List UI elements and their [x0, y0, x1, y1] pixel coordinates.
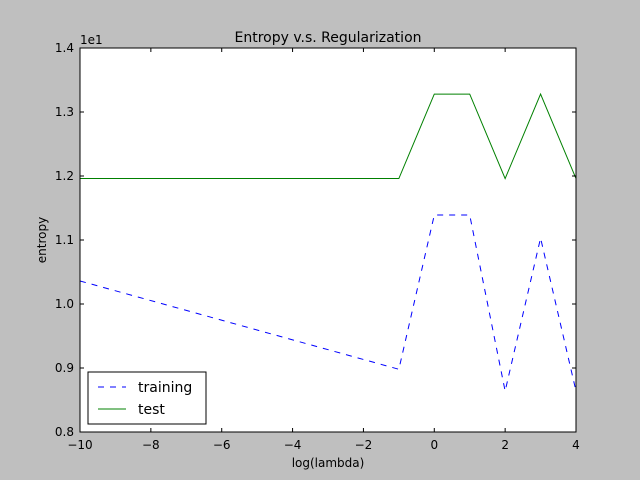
chart-title: Entropy v.s. Regularization	[234, 30, 421, 46]
legend-box	[87, 371, 207, 425]
x-tick-label: 4	[572, 438, 580, 452]
y-tick-label: 1.0	[55, 297, 74, 311]
series-test-line	[80, 92, 577, 180]
ticks-layer: −10 −8 −6 −4 −2 0 2 4 0.8 0.9 1.0 1.1 1.2 1.3 1.4	[55, 41, 580, 452]
x-tick-label: −4	[284, 438, 302, 452]
y-tick-label: 1.2	[55, 169, 74, 183]
x-tick-label: −6	[213, 438, 231, 452]
legend-training-label: training	[138, 380, 192, 396]
y-tick-label: 1.4	[55, 41, 74, 55]
legend: training test	[87, 371, 207, 425]
series-layer	[79, 92, 577, 392]
legend-test-label: test	[138, 402, 165, 418]
x-tick-label: −8	[142, 438, 160, 452]
x-tick-label: 2	[501, 438, 509, 452]
plot-area	[80, 48, 576, 432]
y-axis-label: entropy	[35, 217, 49, 263]
y-tick-label: 1.1	[55, 233, 74, 247]
y-offset-text: 1e1	[80, 33, 103, 47]
x-tick-label: 0	[430, 438, 438, 452]
y-tick-label: 0.9	[55, 361, 74, 375]
x-tick-label: −2	[355, 438, 373, 452]
x-axis-label: log(lambda)	[292, 456, 365, 470]
x-tick-label: −10	[67, 438, 92, 452]
y-tick-label: 1.3	[55, 105, 74, 119]
y-tick-label: 0.8	[55, 425, 74, 439]
